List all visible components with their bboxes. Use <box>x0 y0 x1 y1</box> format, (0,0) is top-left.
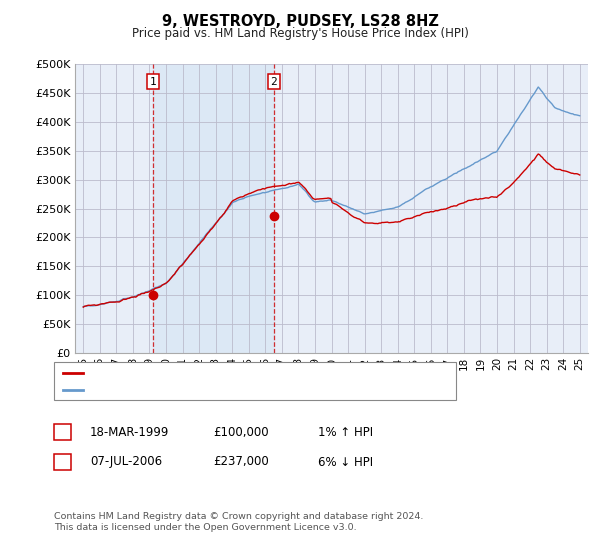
Text: HPI: Average price, detached house, Leeds: HPI: Average price, detached house, Leed… <box>88 385 322 395</box>
Text: 1: 1 <box>149 77 157 87</box>
Text: 18-MAR-1999: 18-MAR-1999 <box>90 426 169 439</box>
Text: 2: 2 <box>271 77 277 87</box>
Text: £237,000: £237,000 <box>213 455 269 469</box>
Bar <box>153 64 274 353</box>
Text: 1: 1 <box>59 426 66 439</box>
Text: Contains HM Land Registry data © Crown copyright and database right 2024.
This d: Contains HM Land Registry data © Crown c… <box>54 512 424 532</box>
Text: Price paid vs. HM Land Registry's House Price Index (HPI): Price paid vs. HM Land Registry's House … <box>131 27 469 40</box>
Text: 9, WESTROYD, PUDSEY, LS28 8HZ (detached house): 9, WESTROYD, PUDSEY, LS28 8HZ (detached … <box>88 368 373 378</box>
Text: £100,000: £100,000 <box>213 426 269 439</box>
Text: 07-JUL-2006: 07-JUL-2006 <box>90 455 162 469</box>
Text: 2: 2 <box>59 455 66 469</box>
Text: 1% ↑ HPI: 1% ↑ HPI <box>318 426 373 439</box>
Text: 6% ↓ HPI: 6% ↓ HPI <box>318 455 373 469</box>
Text: 9, WESTROYD, PUDSEY, LS28 8HZ: 9, WESTROYD, PUDSEY, LS28 8HZ <box>161 14 439 29</box>
